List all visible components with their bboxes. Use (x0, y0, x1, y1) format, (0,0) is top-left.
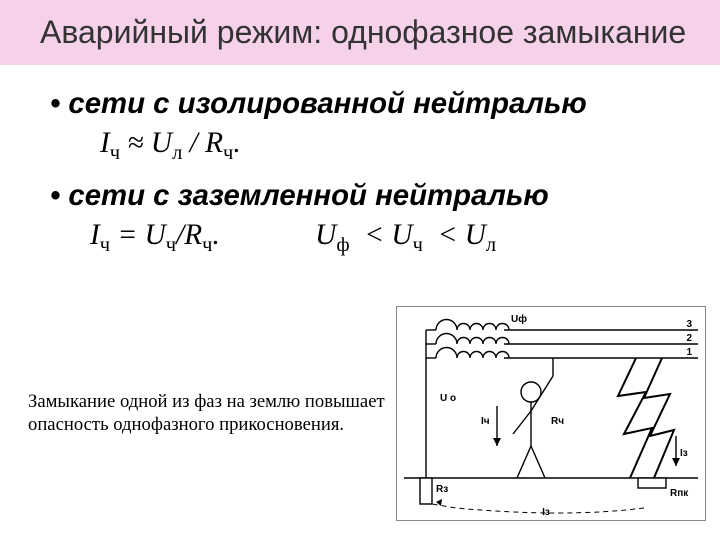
svg-text:Rз: Rз (436, 484, 448, 495)
formula-grounded: Iч = Uч/Rч. Uф < Uч < Uл (50, 219, 690, 257)
svg-text:Rч: Rч (551, 416, 564, 427)
bullet-grounded-neutral: • сети с заземленной нейтралью (50, 179, 690, 213)
title-bar: Аварийный режим: однофазное замыкание (0, 0, 720, 65)
content-area: • сети с изолированной нейтралью Iч ≈ Uл… (0, 65, 720, 257)
bullet-isolated-neutral: • сети с изолированной нейтралью (50, 87, 690, 121)
svg-text:Iч: Iч (481, 416, 490, 427)
caption-text: Замыкание одной из фаз на землю повышает… (28, 390, 388, 437)
svg-text:Iз: Iз (542, 507, 550, 518)
svg-text:Iз: Iз (680, 448, 688, 459)
svg-text:2: 2 (686, 333, 692, 344)
svg-text:Rпк: Rпк (670, 488, 689, 499)
page-title: Аварийный режим: однофазное замыкание (40, 14, 720, 51)
svg-text:1: 1 (686, 347, 692, 358)
svg-text:U о: U о (440, 393, 456, 404)
circuit-svg: 3 2 1 Uф U о Rз Iз Iч Rч Iз Rпк (396, 306, 706, 521)
formula-isolated: Iч ≈ Uл / Rч. (50, 127, 690, 165)
svg-text:Uф: Uф (511, 313, 527, 325)
circuit-diagram: 3 2 1 Uф U о Rз Iз Iч Rч Iз Rпк (396, 306, 706, 526)
svg-text:3: 3 (686, 319, 692, 330)
